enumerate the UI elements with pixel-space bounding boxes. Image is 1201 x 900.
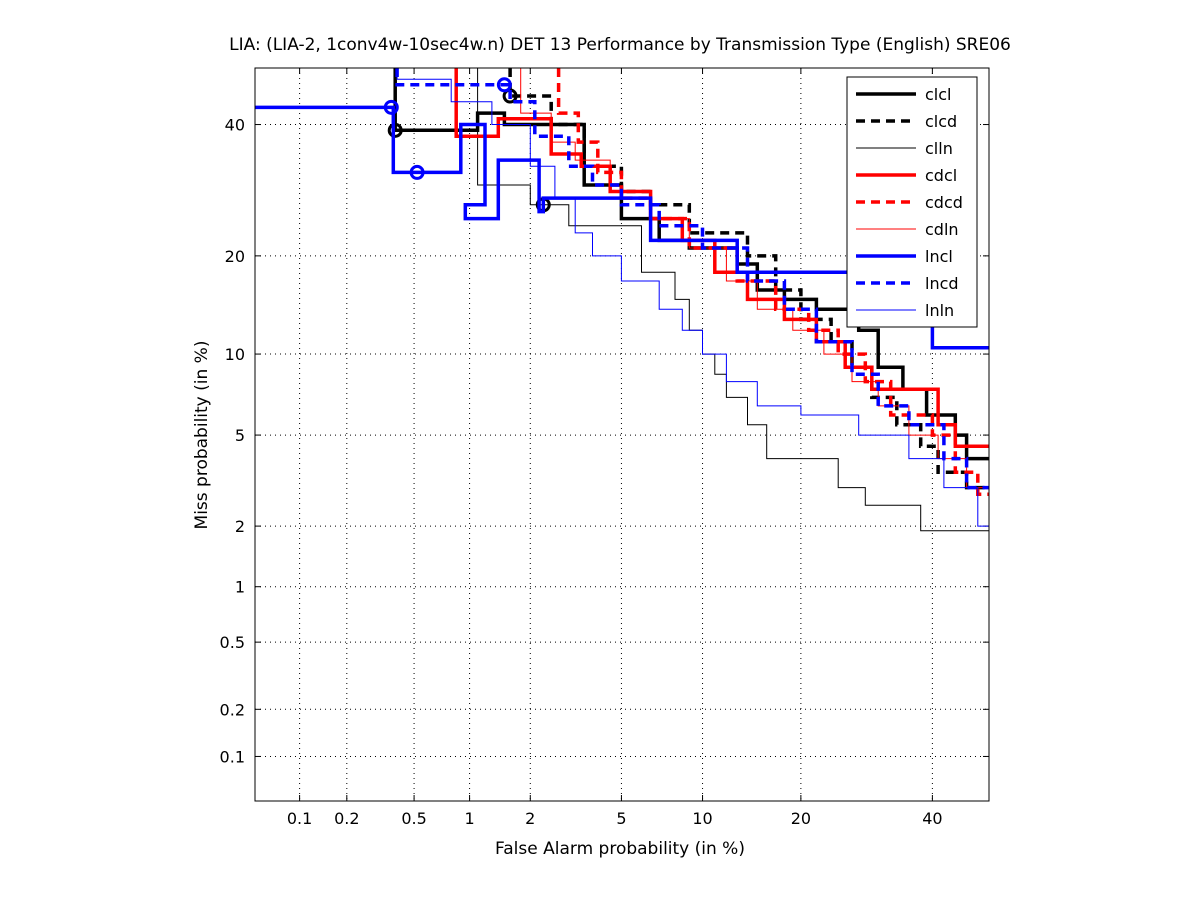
y-tick-label: 0.2: [220, 700, 245, 719]
legend-label-clcl: clcl: [925, 85, 951, 104]
marker-lncl: [496, 77, 512, 93]
x-tick-label: 1: [464, 809, 474, 828]
legend-label-clcd: clcd: [925, 112, 957, 131]
y-tick-label: 5: [235, 426, 245, 445]
y-axis: 0.1 0.2 0.5 1 2 5 10 20 40: [220, 116, 989, 766]
y-axis-title: Miss probability (in %): [192, 341, 212, 530]
x-tick-label: 40: [922, 809, 942, 828]
legend-box: [846, 76, 978, 328]
y-tick-label: 40: [225, 116, 245, 135]
x-tick-label: 10: [692, 809, 712, 828]
y-tick-label: 0.1: [220, 747, 245, 766]
x-tick-label: 20: [791, 809, 811, 828]
legend-label-lnln: lnln: [925, 301, 954, 320]
x-tick-label: 2: [525, 809, 535, 828]
series-group: [255, 68, 989, 532]
x-tick-label: 0.1: [287, 809, 312, 828]
plot-frame: [254, 67, 990, 802]
legend: clcl clcd clln cdcl cdcd cdln lncl lncd lnln: [846, 76, 978, 328]
x-axis: 0.1 0.2 0.5 1 2 5 10 20 40: [287, 68, 943, 828]
legend-label-lncd: lncd: [925, 274, 959, 293]
x-tick-label: 0.5: [401, 809, 426, 828]
series-lnln: [396, 68, 989, 527]
series-cdcl: [454, 68, 989, 449]
y-tick-label: 1: [235, 578, 245, 597]
x-tick-label: 0.2: [334, 809, 359, 828]
y-tick-label: 0.5: [220, 633, 245, 652]
y-tick-label: 20: [225, 247, 245, 266]
x-axis-title: False Alarm probability (in %): [495, 839, 745, 859]
y-tick-label: 10: [225, 345, 245, 364]
marker-clcl: [387, 122, 403, 138]
series-lncl: [255, 105, 989, 350]
legend-label-clln: clln: [925, 139, 953, 158]
legend-label-cdcd: cdcd: [925, 193, 963, 212]
marker-lncl: [409, 164, 425, 180]
x-tick-label: 5: [616, 809, 626, 828]
legend-label-cdln: cdln: [925, 220, 959, 239]
grid: [255, 68, 989, 801]
y-tick-label: 2: [235, 517, 245, 536]
chart-title: LIA: (LIA-2, 1conv4w-10sec4w.n) DET 13 P…: [229, 35, 1011, 55]
marker-lncl: [383, 99, 399, 115]
legend-label-lncl: lncl: [925, 247, 953, 266]
legend-label-cdcl: cdcl: [925, 166, 957, 185]
series-lncd: [395, 68, 989, 490]
